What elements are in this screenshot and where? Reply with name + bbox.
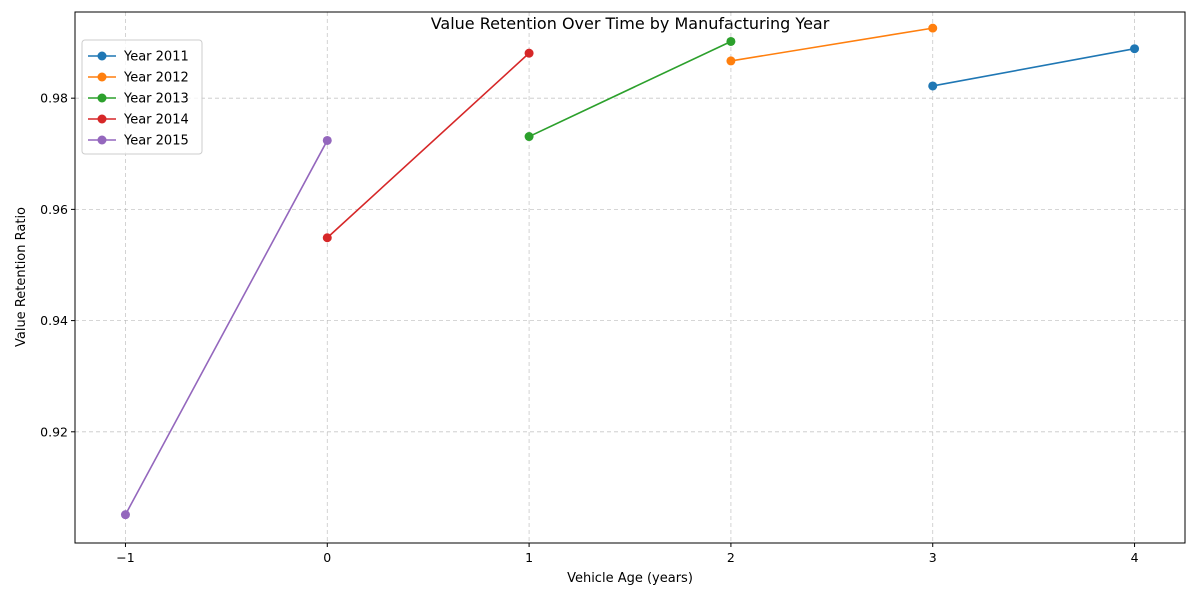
legend-box	[81, 39, 203, 155]
series-year-2013	[524, 36, 736, 142]
x-tick-label: 1	[525, 550, 533, 565]
x-tick-label: 2	[727, 550, 735, 565]
legend-item: Year 2015	[88, 134, 189, 149]
y-tick-label: 0.96	[40, 202, 68, 217]
x-axis-label: Vehicle Age (years)	[567, 571, 693, 586]
data-point	[524, 132, 534, 142]
legend-label: Year 2012	[123, 71, 189, 86]
grid-lines	[75, 12, 1185, 543]
data-point	[322, 233, 332, 243]
x-tick-label: 3	[929, 550, 937, 565]
legend-marker	[97, 114, 107, 124]
series-year-2015	[120, 135, 332, 520]
series-year-2014	[322, 48, 534, 243]
y-axis-label: Value Retention Ratio	[14, 207, 29, 347]
y-axis-ticks: 0.92 0.94 0.96 0.98	[40, 91, 75, 439]
series-line	[932, 47, 1135, 87]
legend-marker	[97, 135, 107, 145]
data-point	[928, 81, 938, 91]
x-tick-label: 0	[323, 550, 331, 565]
legend-marker	[97, 51, 107, 61]
x-tick-label: −1	[116, 550, 134, 565]
legend-label: Year 2013	[123, 92, 189, 107]
legend-item: Year 2011	[88, 50, 189, 65]
x-axis-ticks: −1 0 1 2 3 4	[116, 543, 1139, 565]
series-line	[326, 52, 530, 239]
legend: Year 2011 Year 2012 Year 2013 Year 2014 Year…	[81, 39, 203, 155]
y-tick-label: 0.92	[40, 424, 68, 439]
x-tick-label: 4	[1131, 550, 1139, 565]
data-point	[322, 135, 332, 145]
data-point	[726, 36, 736, 46]
legend-label: Year 2015	[123, 134, 189, 149]
y-tick-label: 0.98	[40, 91, 68, 106]
chart-title: Value Retention Over Time by Manufacturi…	[431, 14, 830, 33]
data-point	[1130, 44, 1140, 54]
legend-item: Year 2014	[88, 113, 189, 128]
data-point	[524, 48, 534, 58]
series-year-2011	[928, 44, 1140, 91]
series-year-2012	[726, 23, 938, 66]
legend-marker	[97, 93, 107, 103]
data-point	[928, 23, 938, 33]
plot-frame	[74, 11, 1186, 544]
legend-marker	[97, 72, 107, 82]
legend-label: Year 2011	[123, 50, 189, 65]
series-layer	[120, 23, 1140, 520]
y-tick-label: 0.94	[40, 313, 68, 328]
series-line	[528, 40, 732, 138]
legend-item: Year 2013	[88, 92, 189, 107]
series-line	[730, 27, 933, 62]
legend-label: Year 2014	[123, 113, 189, 128]
series-line	[124, 140, 328, 516]
legend-item: Year 2012	[88, 71, 189, 86]
data-point	[726, 56, 736, 66]
data-point	[120, 510, 130, 520]
